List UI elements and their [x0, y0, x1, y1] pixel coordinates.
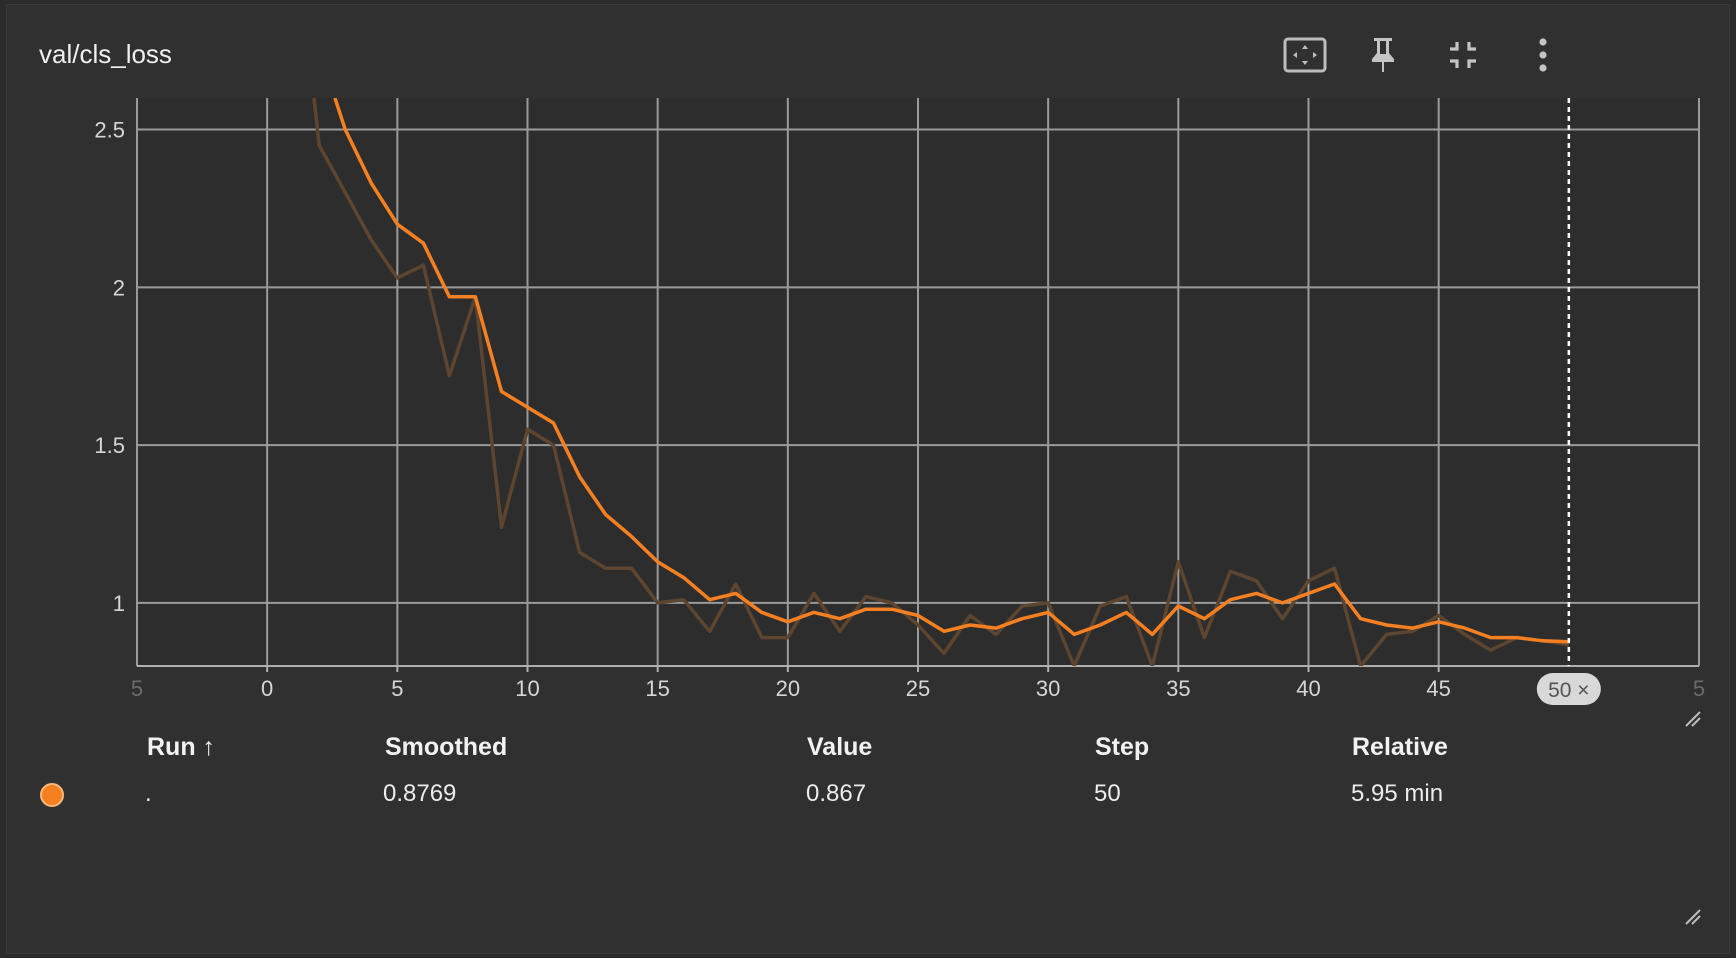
- chart-resize-handle-icon[interactable]: [1684, 710, 1702, 728]
- header-relative[interactable]: Relative: [1352, 733, 1448, 761]
- pin-button[interactable]: [1359, 31, 1407, 79]
- more-vert-icon: [1539, 38, 1547, 72]
- fit-domain-button[interactable]: [1281, 31, 1329, 79]
- x-tick-label-edge-right: 5: [1693, 676, 1705, 701]
- x-tick-label: 35: [1166, 676, 1190, 701]
- cell-relative: 5.95 min: [1351, 780, 1444, 807]
- y-tick-label: 2: [113, 275, 125, 300]
- cell-step: 50: [1094, 780, 1121, 807]
- x-tick-label: 15: [645, 676, 669, 701]
- x-tick-label: 0: [261, 676, 273, 701]
- y-tick-label: 1.5: [94, 433, 125, 458]
- x-tick-label: 20: [776, 676, 800, 701]
- cell-value: 0.867: [806, 780, 867, 807]
- collapse-button[interactable]: [1439, 31, 1487, 79]
- header-smoothed[interactable]: Smoothed: [385, 733, 508, 761]
- more-options-button[interactable]: [1519, 31, 1567, 79]
- x-tick-label-edge-left: 5: [131, 676, 143, 701]
- collapse-icon: [1450, 42, 1476, 68]
- header-run[interactable]: Run ↑: [147, 733, 216, 761]
- x-tick-label: 10: [515, 676, 539, 701]
- x-tick-label: 45: [1426, 676, 1450, 701]
- cell-smoothed: 0.8769: [383, 780, 457, 807]
- card-title: val/cls_loss: [39, 39, 172, 69]
- card-resize-handle-icon[interactable]: [1684, 908, 1702, 926]
- y-tick-label: 1: [113, 591, 125, 616]
- step-cursor-chip[interactable]: [1536, 673, 1601, 705]
- smoothed-series-line: [333, 98, 1569, 644]
- step-cursor-label[interactable]: 50 ×: [1548, 679, 1589, 702]
- x-tick-label: 5: [391, 676, 403, 701]
- header-step[interactable]: Step: [1095, 733, 1150, 761]
- run-color-dot[interactable]: [40, 783, 64, 807]
- x-tick-label: 40: [1296, 676, 1320, 701]
- y-tick-label: 2.5: [94, 118, 125, 143]
- cell-run: .: [145, 780, 152, 807]
- pin-icon: [1372, 38, 1394, 72]
- fit-domain-icon: [1283, 37, 1327, 73]
- header-value[interactable]: Value: [807, 733, 873, 761]
- x-tick-label: 30: [1036, 676, 1060, 701]
- x-tick-label: 25: [906, 676, 930, 701]
- raw-series-line: [312, 98, 1570, 666]
- line-chart[interactable]: 1 1.5 2 2.5 0 5 10 15 20 25 30 35 40 45 5 5 50 ×: [0, 0, 1736, 720]
